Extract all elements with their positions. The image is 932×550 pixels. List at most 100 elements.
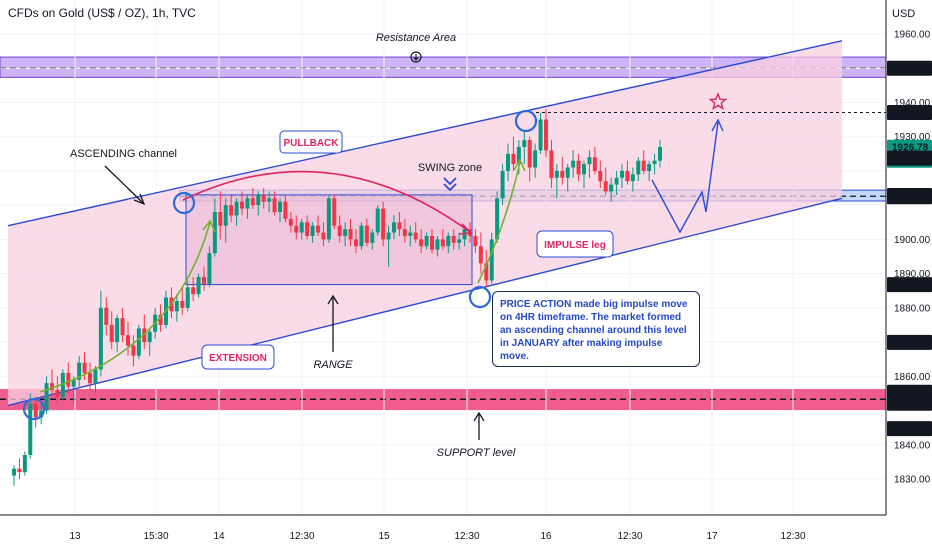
candle [359, 222, 364, 250]
candle-body [413, 232, 418, 240]
candle-body [370, 232, 375, 243]
candle-body [484, 263, 489, 281]
candle [109, 311, 114, 349]
candle [527, 136, 532, 182]
candle-body [636, 160, 641, 175]
candle [587, 150, 592, 178]
candle [544, 109, 548, 158]
candle [576, 153, 581, 182]
swing-point-circle [22, 397, 46, 421]
candle-body [478, 246, 483, 264]
candle-body [278, 201, 282, 212]
candle [17, 458, 22, 479]
candle-body [66, 372, 71, 387]
candle-body [571, 160, 576, 168]
price-tag-box [887, 104, 932, 120]
candle-body [538, 119, 543, 151]
time-tick-label: 15 [378, 531, 390, 542]
price-tag-box [887, 395, 932, 411]
price-tag-box [887, 189, 932, 205]
candle [93, 366, 98, 394]
candle [12, 465, 16, 486]
swing-point-circle [172, 191, 196, 215]
candle [71, 376, 76, 404]
candle-body [500, 170, 505, 199]
candle-body [435, 239, 440, 250]
candle [310, 222, 315, 243]
candle [142, 314, 147, 349]
double-chevron-down-icon [443, 177, 457, 192]
candle-body [430, 235, 434, 250]
candle [185, 280, 190, 312]
candle [370, 229, 375, 250]
candle-body [473, 235, 478, 247]
price-tag-value: 1923.74 [892, 154, 929, 165]
candle-body [386, 232, 391, 240]
analysis-note: PRICE ACTION made big impulse move on 4H… [492, 291, 700, 367]
candle-body [310, 225, 315, 236]
candle [440, 229, 445, 250]
candle-body [506, 153, 510, 171]
price-tag-box [887, 277, 932, 293]
candle-body [516, 146, 521, 165]
extension-arrowhead [202, 219, 216, 233]
candle-body [299, 222, 304, 233]
price-tick-label: 1840.00 [894, 440, 931, 451]
candle [77, 355, 82, 387]
swing-point-circle [468, 285, 492, 309]
candle [288, 212, 293, 233]
candle-body [457, 239, 462, 243]
time-tick-label: 12:30 [454, 531, 479, 542]
candle [354, 229, 358, 254]
candle-body [283, 201, 288, 219]
candle [381, 201, 386, 247]
price-tag: 1912.45 [887, 189, 932, 205]
candle [212, 198, 217, 257]
candle [658, 140, 662, 168]
candle [272, 191, 277, 216]
price-tag-box [887, 334, 932, 350]
candle-body [533, 150, 538, 168]
price-tag-box [887, 60, 932, 76]
candle [245, 194, 250, 219]
price-tag-value: 1886.80 [892, 280, 929, 291]
candle [88, 362, 92, 390]
candle-body [565, 167, 570, 178]
candle-body [294, 225, 299, 233]
candle [500, 164, 505, 206]
price-tag: 1853.31 [887, 395, 932, 411]
candle [435, 235, 440, 257]
candle [55, 376, 60, 404]
candle-body [98, 307, 103, 370]
candle-body [560, 170, 565, 178]
price-tick-label: 1890.00 [894, 269, 931, 280]
candle [256, 191, 261, 216]
candle-body [142, 328, 147, 343]
candle [489, 232, 494, 284]
candle [533, 143, 538, 178]
time-tick-label: 15:30 [143, 531, 168, 542]
candle [316, 215, 320, 236]
ascending-pointer [104, 165, 144, 204]
candle [522, 129, 527, 165]
candle-body [625, 170, 630, 182]
candle [430, 229, 434, 254]
candle [180, 287, 185, 315]
candle-body [544, 119, 548, 151]
projection-path [651, 121, 719, 234]
candle [647, 160, 652, 182]
candle-body [527, 140, 532, 168]
candle-body [630, 174, 635, 182]
target-star-icon [708, 92, 728, 111]
candle-body [218, 212, 223, 226]
price-tag-value: 1912.45 [892, 192, 929, 203]
candle [641, 150, 646, 175]
candle-body [126, 335, 130, 346]
candle-body [212, 212, 217, 254]
candle [250, 188, 255, 209]
price-tag-value: 1855.34 [892, 388, 929, 399]
candle-body [522, 140, 527, 147]
candle [104, 297, 109, 336]
candle-body [359, 225, 364, 247]
